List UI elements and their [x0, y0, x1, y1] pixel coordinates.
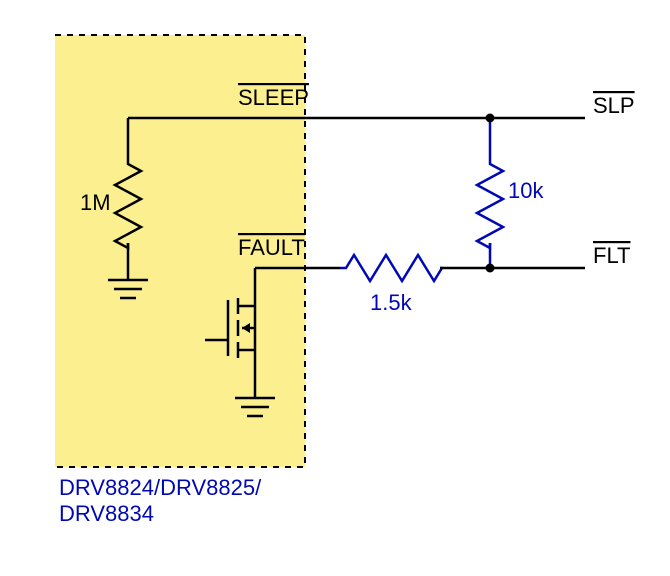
label-flt: FLT	[593, 243, 630, 268]
chip-label-line1: DRV8824/DRV8825/	[59, 475, 262, 500]
resistor-1_5k	[340, 255, 442, 281]
circuit-diagram: SLEEP FAULT SLP FLT 1M 10k 1.5k DRV8824/…	[0, 0, 670, 576]
label-slp: SLP	[593, 93, 635, 118]
label-r1m: 1M	[80, 190, 111, 215]
chip-label-line2: DRV8834	[59, 501, 154, 526]
node-flt-tap	[486, 264, 495, 273]
label-r10k: 10k	[508, 178, 544, 203]
label-fault: FAULT	[238, 235, 305, 260]
label-sleep: SLEEP	[238, 85, 309, 110]
node-slp-tap	[486, 114, 495, 123]
label-r1_5k: 1.5k	[370, 290, 413, 315]
resistor-10k	[477, 158, 503, 248]
